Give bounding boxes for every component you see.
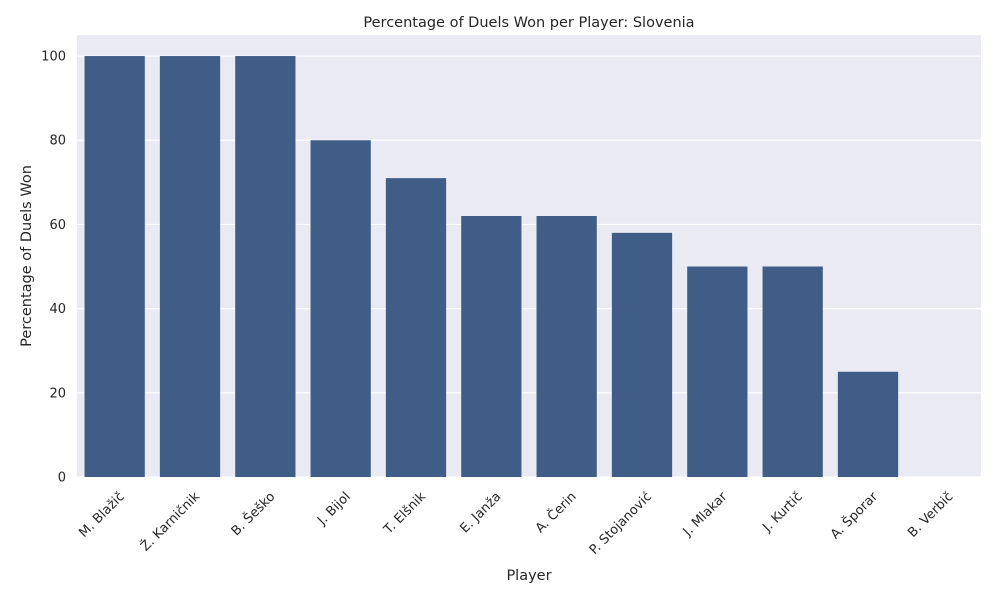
bar [385, 178, 447, 477]
bar [687, 266, 748, 477]
x-axis-ticks: M. Blažič Ž. Karničnik B. Šeško J. Bijol T. … [76, 488, 956, 557]
bar [536, 216, 597, 477]
y-tick-label: 40 [49, 302, 66, 317]
bar [159, 56, 221, 478]
y-axis-ticks: 0 20 40 60 80 100 [41, 50, 66, 486]
bar [84, 56, 145, 478]
bar [611, 232, 673, 477]
x-tick-label: J. Kurtič [759, 489, 805, 535]
y-tick-label: 100 [41, 50, 66, 65]
grid-lines [77, 55, 981, 478]
x-tick-label: B. Verbič [905, 489, 956, 540]
x-tick-label: J. Bijol [314, 489, 353, 528]
x-tick-label: B. Šeško [228, 489, 278, 539]
y-tick-label: 20 [49, 386, 66, 401]
bar [235, 56, 296, 478]
x-tick-label: P. Stojanović [587, 489, 655, 557]
bar [762, 266, 823, 477]
x-tick-label: J. Mlakar [680, 489, 731, 540]
y-tick-label: 0 [58, 471, 66, 486]
chart-title: Percentage of Duels Won per Player: Slov… [363, 15, 694, 31]
bars [84, 56, 899, 478]
x-tick-label: Ž. Karničnik [137, 488, 203, 554]
x-axis-label: Player [506, 568, 551, 584]
x-tick-label: E. Janža [457, 489, 504, 536]
y-tick-label: 60 [49, 218, 66, 233]
y-tick-label: 80 [49, 134, 66, 149]
x-tick-label: A. Šporar [827, 488, 881, 542]
x-tick-label: A. Čerin [532, 489, 580, 537]
x-tick-label: M. Blažič [76, 489, 127, 540]
bar [310, 140, 371, 477]
x-tick-label: T. Elšnik [381, 489, 430, 538]
bar [837, 371, 899, 477]
bar [461, 216, 522, 477]
plot-area [77, 35, 981, 477]
y-axis-label: Percentage of Duels Won [19, 165, 35, 347]
